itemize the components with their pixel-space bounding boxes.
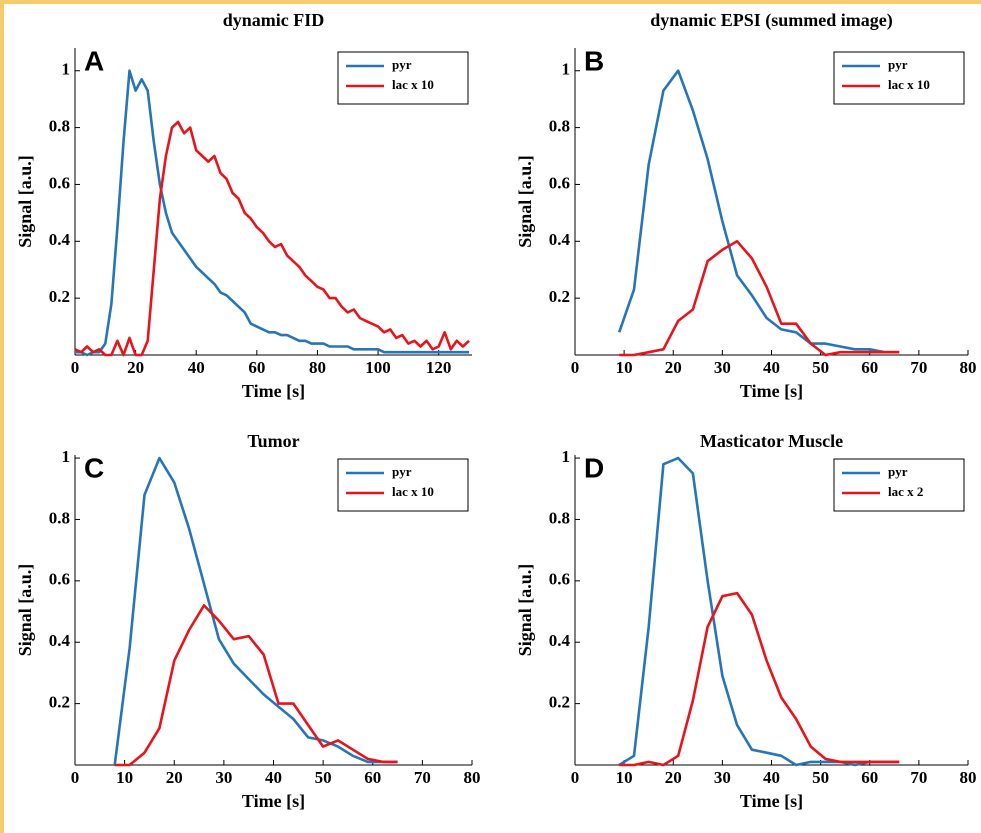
x-tick-label: 50	[812, 358, 829, 377]
y-tick-label: 0.6	[549, 173, 570, 192]
y-tick-label: 1	[562, 60, 571, 79]
data-line	[113, 456, 398, 766]
panel-label: D	[584, 452, 604, 483]
y-tick-label: 1	[62, 60, 71, 79]
x-axis-label: Time [s]	[740, 381, 803, 401]
y-tick-label: 0.4	[549, 230, 571, 249]
x-tick-label: 80	[960, 768, 977, 787]
y-tick-label: 0.8	[49, 116, 70, 135]
y-tick-label: 0.6	[49, 173, 70, 192]
data-line	[114, 604, 398, 767]
y-tick-label: 0.4	[49, 631, 71, 650]
x-tick-label: 20	[127, 358, 144, 377]
x-tick-label: 0	[71, 358, 80, 377]
x-tick-label: 50	[315, 768, 332, 787]
y-tick-label: 0.4	[49, 230, 71, 249]
x-tick-label: 120	[426, 358, 452, 377]
y-tick-label: 0.2	[49, 287, 70, 306]
legend-label: lac x 2	[888, 484, 923, 499]
x-tick-label: 80	[309, 358, 326, 377]
y-axis-label: Signal [a.u.]	[515, 564, 535, 657]
y-tick-label: 0.8	[49, 508, 70, 527]
y-tick-label: 0.2	[549, 287, 570, 306]
chart-title: dynamic FID	[223, 10, 325, 30]
x-axis-label: Time [s]	[740, 791, 803, 811]
panel-label: C	[84, 452, 104, 483]
x-tick-label: 0	[571, 768, 580, 787]
x-tick-label: 40	[188, 358, 205, 377]
x-tick-label: 70	[910, 768, 927, 787]
x-tick-label: 40	[763, 358, 780, 377]
x-tick-label: 50	[812, 768, 829, 787]
panel-label: A	[84, 45, 104, 76]
x-tick-label: 100	[365, 358, 391, 377]
y-axis-label: Signal [a.u.]	[15, 155, 35, 248]
x-tick-label: 30	[714, 768, 731, 787]
data-line	[617, 69, 900, 354]
y-tick-label: 1	[562, 447, 571, 466]
x-tick-label: 30	[714, 358, 731, 377]
legend-label: pyr	[392, 57, 412, 72]
data-line	[74, 120, 470, 357]
chart-title: Tumor	[247, 431, 299, 451]
legend-label: pyr	[392, 464, 412, 479]
x-tick-label: 10	[616, 768, 633, 787]
x-axis-label: Time [s]	[242, 791, 305, 811]
x-tick-label: 70	[414, 768, 431, 787]
chart-title: Masticator Muscle	[700, 431, 843, 451]
data-line	[619, 240, 900, 357]
x-tick-label: 70	[910, 358, 927, 377]
legend-label: lac x 10	[392, 484, 434, 499]
y-tick-label: 0.2	[49, 693, 70, 712]
legend-label: pyr	[888, 57, 908, 72]
legend-box	[337, 51, 469, 105]
y-tick-label: 0.6	[49, 570, 70, 589]
legend-box	[337, 458, 469, 512]
x-tick-label: 60	[861, 358, 878, 377]
x-tick-label: 40	[265, 768, 282, 787]
y-tick-label: 0.2	[549, 693, 570, 712]
x-tick-label: 20	[665, 358, 682, 377]
legend-box	[833, 51, 965, 105]
legend-box	[833, 458, 965, 512]
legend-label: lac x 10	[392, 77, 434, 92]
x-tick-label: 60	[364, 768, 381, 787]
x-tick-label: 10	[616, 358, 633, 377]
x-tick-label: 80	[960, 358, 977, 377]
y-tick-label: 0.4	[549, 631, 571, 650]
x-tick-label: 40	[763, 768, 780, 787]
panel-label: B	[584, 45, 604, 76]
data-line	[619, 591, 900, 767]
x-tick-label: 30	[215, 768, 232, 787]
y-axis-label: Signal [a.u.]	[515, 155, 535, 248]
x-tick-label: 0	[571, 358, 580, 377]
x-tick-label: 60	[248, 358, 265, 377]
x-tick-label: 20	[166, 768, 183, 787]
x-tick-label: 10	[116, 768, 133, 787]
x-axis-label: Time [s]	[242, 381, 305, 401]
y-axis-label: Signal [a.u.]	[15, 564, 35, 657]
x-tick-label: 0	[71, 768, 80, 787]
y-tick-label: 0.8	[549, 116, 570, 135]
y-tick-label: 1	[62, 447, 71, 466]
y-tick-label: 0.6	[549, 570, 570, 589]
y-tick-label: 0.8	[549, 508, 570, 527]
x-tick-label: 80	[464, 768, 481, 787]
legend-label: pyr	[888, 464, 908, 479]
x-tick-label: 60	[861, 768, 878, 787]
x-tick-label: 20	[665, 768, 682, 787]
legend-label: lac x 10	[888, 77, 930, 92]
data-line	[75, 69, 469, 357]
data-line	[618, 456, 900, 767]
chart-title: dynamic EPSI (summed image)	[650, 10, 893, 31]
